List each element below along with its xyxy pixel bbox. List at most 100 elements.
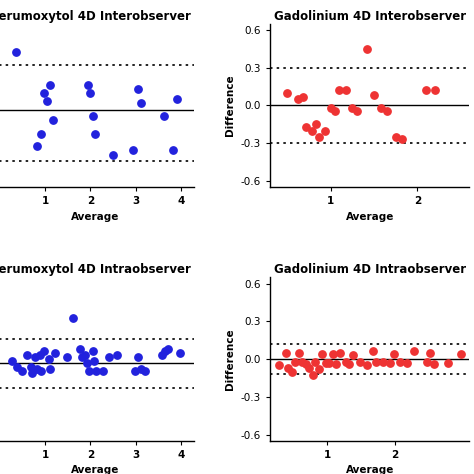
Point [77, 345, 84, 353]
Point [349, 351, 357, 359]
Point [12, 48, 19, 56]
Point [370, 348, 377, 356]
Point [87, 90, 94, 97]
Point [336, 87, 343, 94]
Point [90, 357, 98, 365]
Point [294, 95, 301, 103]
Point [9, 357, 16, 365]
Y-axis label: Difference: Difference [225, 328, 235, 390]
Point [410, 348, 418, 356]
Point [40, 347, 48, 355]
Point [13, 364, 21, 371]
X-axis label: Average: Average [346, 465, 394, 474]
Point [134, 85, 142, 93]
Point [40, 90, 48, 97]
Point [89, 112, 96, 119]
X-axis label: Average: Average [346, 212, 394, 222]
Point [309, 372, 317, 379]
Point [47, 365, 55, 373]
Point [23, 351, 31, 359]
Point [91, 130, 99, 138]
Point [51, 349, 59, 357]
X-axis label: Average: Average [71, 212, 119, 222]
Point [158, 351, 165, 359]
Point [345, 360, 353, 368]
Point [331, 107, 339, 114]
Point [321, 127, 328, 135]
Point [398, 136, 406, 143]
Point [431, 87, 438, 94]
Point [137, 365, 145, 373]
Point [161, 347, 169, 355]
Point [63, 353, 71, 361]
Point [141, 367, 148, 375]
Point [129, 146, 137, 154]
Point [28, 370, 36, 377]
Point [34, 365, 41, 373]
Point [353, 107, 361, 114]
Point [137, 100, 145, 107]
Y-axis label: Difference: Difference [225, 75, 235, 137]
Title: Gadolinium 4D Interobserver: Gadolinium 4D Interobserver [273, 9, 466, 23]
Point [37, 367, 45, 375]
Point [283, 89, 291, 97]
Point [282, 349, 290, 356]
Point [292, 358, 299, 365]
Point [295, 349, 303, 356]
Point [424, 358, 431, 365]
Point [329, 350, 337, 358]
Point [83, 359, 91, 367]
Point [134, 353, 142, 361]
Point [299, 93, 307, 100]
Point [379, 358, 387, 365]
Point [308, 127, 316, 135]
Point [430, 360, 438, 368]
Point [289, 368, 296, 375]
Point [312, 120, 320, 128]
Point [370, 91, 378, 99]
Point [113, 351, 120, 359]
Point [109, 151, 117, 158]
Point [327, 104, 335, 112]
Title: Gadolinium 4D Intraobserver: Gadolinium 4D Intraobserver [273, 263, 466, 276]
Point [84, 81, 92, 89]
Point [457, 350, 465, 358]
Point [372, 358, 380, 365]
Point [319, 350, 326, 358]
Point [33, 143, 41, 150]
Point [173, 96, 181, 103]
Text: Ferumoxytol 4D Intraobserver: Ferumoxytol 4D Intraobserver [0, 263, 191, 276]
Point [343, 87, 350, 94]
Point [86, 367, 93, 375]
Point [316, 365, 323, 373]
Point [45, 355, 53, 363]
Point [69, 314, 77, 322]
Point [89, 347, 96, 355]
Point [302, 360, 310, 368]
Point [322, 359, 330, 366]
Point [316, 133, 323, 141]
Point [298, 358, 306, 365]
Point [422, 87, 430, 94]
Point [275, 362, 283, 369]
Point [363, 362, 371, 369]
Point [37, 130, 45, 138]
Point [325, 359, 333, 366]
Point [47, 81, 55, 89]
Point [343, 358, 350, 365]
Point [31, 353, 39, 361]
Point [397, 358, 404, 365]
Point [348, 104, 356, 112]
Point [92, 367, 100, 375]
Point [27, 364, 34, 371]
Point [426, 349, 434, 356]
Point [303, 123, 310, 131]
Point [78, 353, 86, 361]
Point [176, 349, 184, 357]
Point [49, 116, 57, 124]
Point [160, 112, 167, 119]
Point [336, 349, 344, 356]
Point [363, 45, 371, 53]
Point [390, 350, 397, 358]
Point [305, 364, 312, 372]
